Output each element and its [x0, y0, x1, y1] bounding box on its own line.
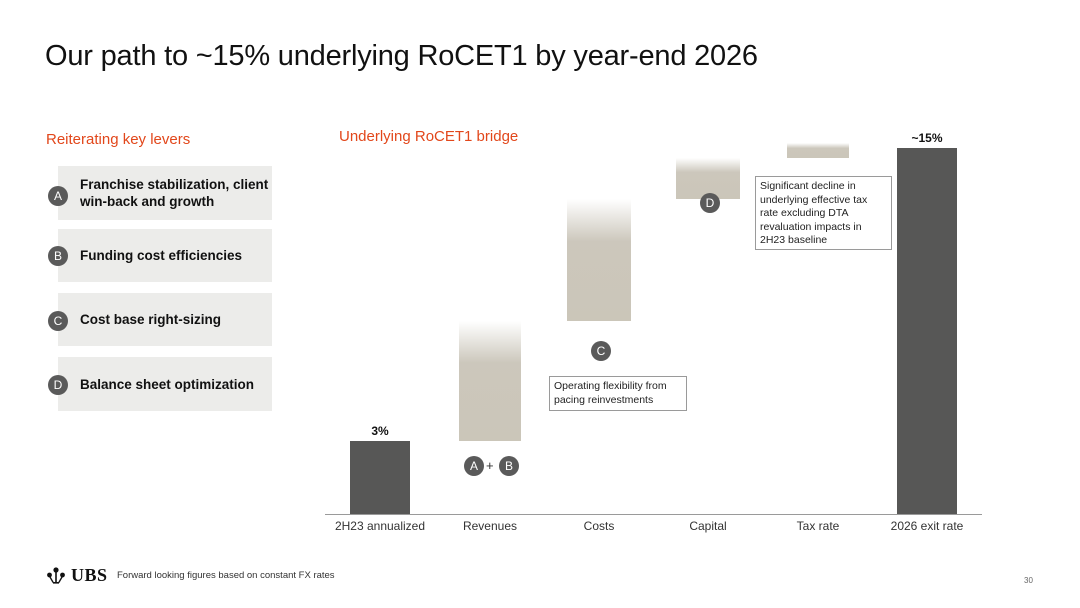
step-bar: [676, 157, 740, 200]
x-tick-label: Revenues: [462, 519, 518, 533]
costs-callout: Operating flexibility from pacing reinve…: [549, 376, 687, 411]
page-title: Our path to ~15% underlying RoCET1 by ye…: [45, 40, 758, 72]
lever-label: Balance sheet optimization: [80, 376, 255, 392]
tax-callout: Significant decline in underlying effect…: [755, 176, 892, 250]
lever-item: Cost base right-sizing: [58, 293, 272, 346]
value-label: ~15%: [911, 131, 943, 145]
lever-item: Franchise stabilization, client win-back…: [58, 166, 272, 220]
lever-item: Balance sheet optimization: [58, 357, 272, 411]
capital-badge: D: [700, 193, 720, 213]
x-tick-label: Tax rate: [796, 519, 840, 533]
chart-title: Underlying RoCET1 bridge: [339, 128, 519, 145]
x-tick-label: Capital: [689, 519, 727, 533]
ubs-logo: UBS: [45, 565, 108, 586]
page-number: 30: [1024, 576, 1033, 585]
step-bar: [567, 199, 631, 322]
costs-badge: C: [591, 341, 611, 361]
total-bar: [897, 148, 957, 514]
lever-label: Funding cost efficiencies: [80, 248, 243, 263]
x-axis-line: [325, 514, 982, 515]
x-tick-label: 2H23 annualized: [334, 519, 426, 533]
lever-item: Funding cost efficiencies: [58, 229, 272, 282]
plus-sign: +: [486, 458, 494, 473]
lever-badge: B: [48, 246, 68, 266]
x-tick-label: Costs: [583, 519, 615, 533]
lever-badge: C: [48, 311, 68, 331]
step-bar: [787, 143, 849, 158]
revenues-badge-b: B: [499, 456, 519, 476]
lever-label: Cost base right-sizing: [80, 312, 222, 327]
footnote: Forward looking figures based on constan…: [117, 570, 335, 581]
step-bar: [459, 321, 521, 441]
value-label: 3%: [371, 423, 389, 438]
revenues-badge-a: A: [464, 456, 484, 476]
levers-heading: Reiterating key levers: [46, 131, 191, 148]
lever-badge: A: [48, 186, 68, 206]
lever-label: Franchise stabilization, client win-back…: [80, 177, 269, 209]
keys-icon: [47, 566, 65, 584]
total-bar: [350, 440, 410, 514]
x-tick-label: 2026 exit rate: [890, 519, 964, 533]
lever-badge: D: [48, 375, 68, 395]
